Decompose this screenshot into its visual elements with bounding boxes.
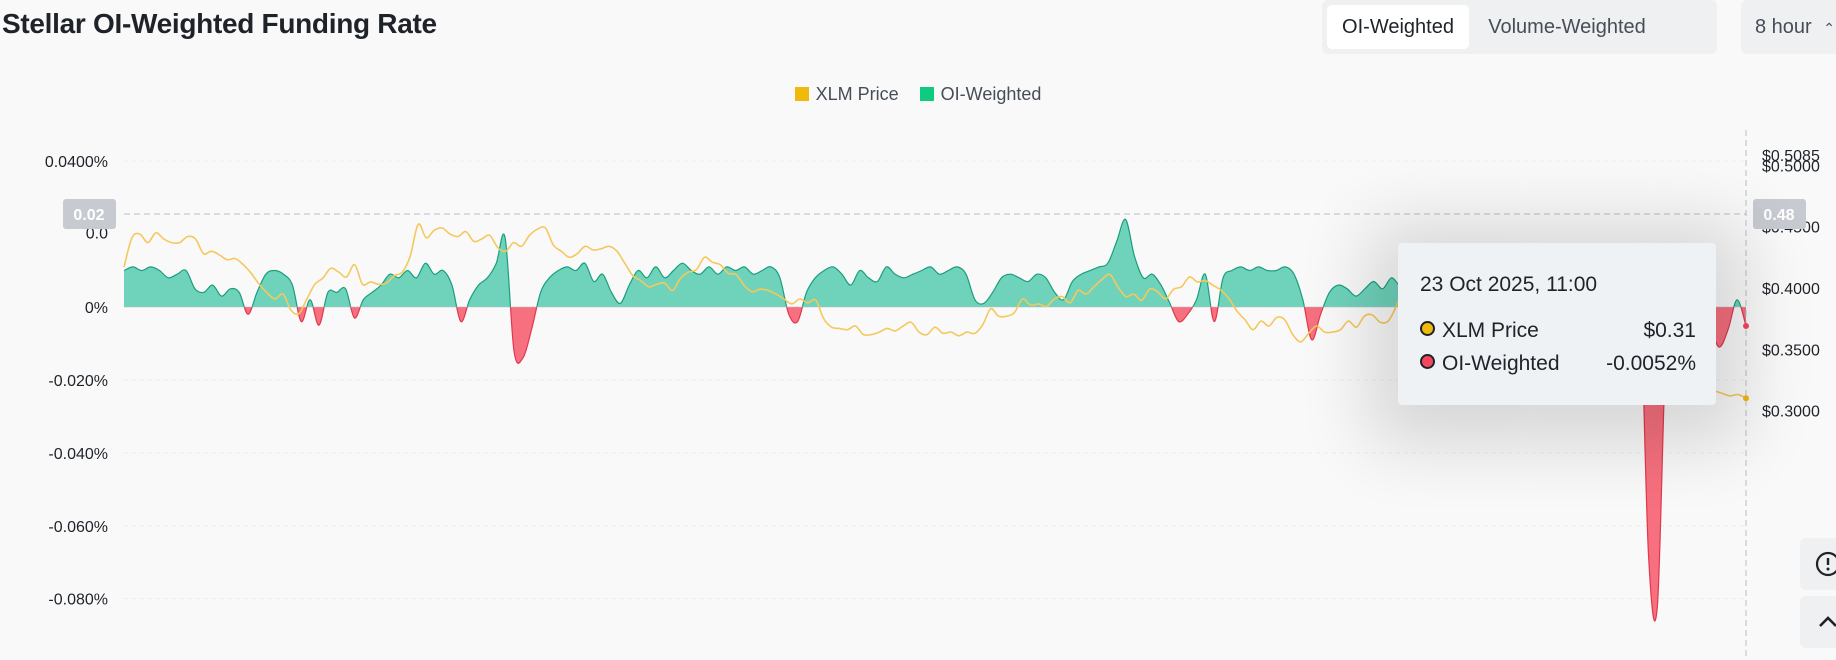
y-left-tick: -0.040% <box>48 446 108 463</box>
chevron-updown-icon: ⌃ <box>1823 20 1836 36</box>
legend-swatch-price <box>794 87 809 101</box>
legend-item-oi[interactable]: OI-Weighted <box>919 84 1042 105</box>
chevron-up-icon <box>1819 616 1836 627</box>
tooltip-label-price: XLM Price <box>1442 319 1539 342</box>
tooltip-value-oi: -0.0052% <box>1606 352 1696 375</box>
crosshair-left-value: 0.02 <box>73 207 104 224</box>
tooltip-label-oi: OI-Weighted <box>1442 352 1560 375</box>
weighting-toggle: OI-Weighted Volume-Weighted <box>1322 0 1717 54</box>
oi-hover-point <box>1743 322 1749 329</box>
tooltip-row-price: XLM Price $0.31 <box>1420 319 1696 343</box>
chart-tooltip: 23 Oct 2025, 11:00 XLM Price $0.31 OI-We… <box>1398 243 1716 405</box>
interval-value: 8 hour <box>1755 16 1812 38</box>
y-right-tick: $0.4000 <box>1762 281 1820 298</box>
legend-label-oi: OI-Weighted <box>940 84 1042 104</box>
tooltip-value-price: $0.31 <box>1643 319 1696 342</box>
price-dot-icon <box>1420 321 1435 336</box>
crosshair-right-badge <box>1753 199 1806 229</box>
feedback-button[interactable] <box>1800 538 1836 590</box>
tab-volume-weighted[interactable]: Volume-Weighted <box>1488 16 1646 38</box>
y-right-tick: $0.5000 <box>1762 158 1820 175</box>
y-right-tick: $0.3500 <box>1762 342 1820 359</box>
legend-label-price: XLM Price <box>815 84 899 104</box>
tooltip-date: 23 Oct 2025, 11:00 <box>1420 273 1598 296</box>
oi-dot-icon <box>1420 354 1435 369</box>
legend-swatch-oi <box>919 87 934 101</box>
tab-oi-weighted[interactable]: OI-Weighted <box>1327 5 1469 49</box>
crosshair-right-value: 0.48 <box>1763 207 1794 224</box>
alert-badge-icon <box>1815 551 1836 577</box>
scroll-top-button[interactable] <box>1800 596 1836 648</box>
y-left-tick: 0.0 <box>86 225 108 242</box>
y-left-tick: 0.0400% <box>45 154 108 171</box>
y-left-tick: -0.060% <box>48 519 108 536</box>
y-right-tick: $0.5085 <box>1762 148 1820 165</box>
legend-item-price[interactable]: XLM Price <box>794 84 899 105</box>
price-hover-point <box>1743 395 1749 402</box>
chart-legend: XLM Price OI-Weighted <box>0 84 1836 105</box>
y-left-tick: 0% <box>85 300 108 317</box>
page-title: Stellar OI-Weighted Funding Rate <box>2 8 437 39</box>
y-right-tick: $0.3000 <box>1762 404 1820 421</box>
tooltip-row-oi: OI-Weighted -0.0052% <box>1420 352 1696 376</box>
y-left-tick: -0.020% <box>48 373 108 390</box>
y-left-tick: -0.080% <box>48 592 108 609</box>
crosshair-left-badge <box>63 199 116 229</box>
interval-select[interactable]: 8 hour ⌃ <box>1741 0 1836 54</box>
